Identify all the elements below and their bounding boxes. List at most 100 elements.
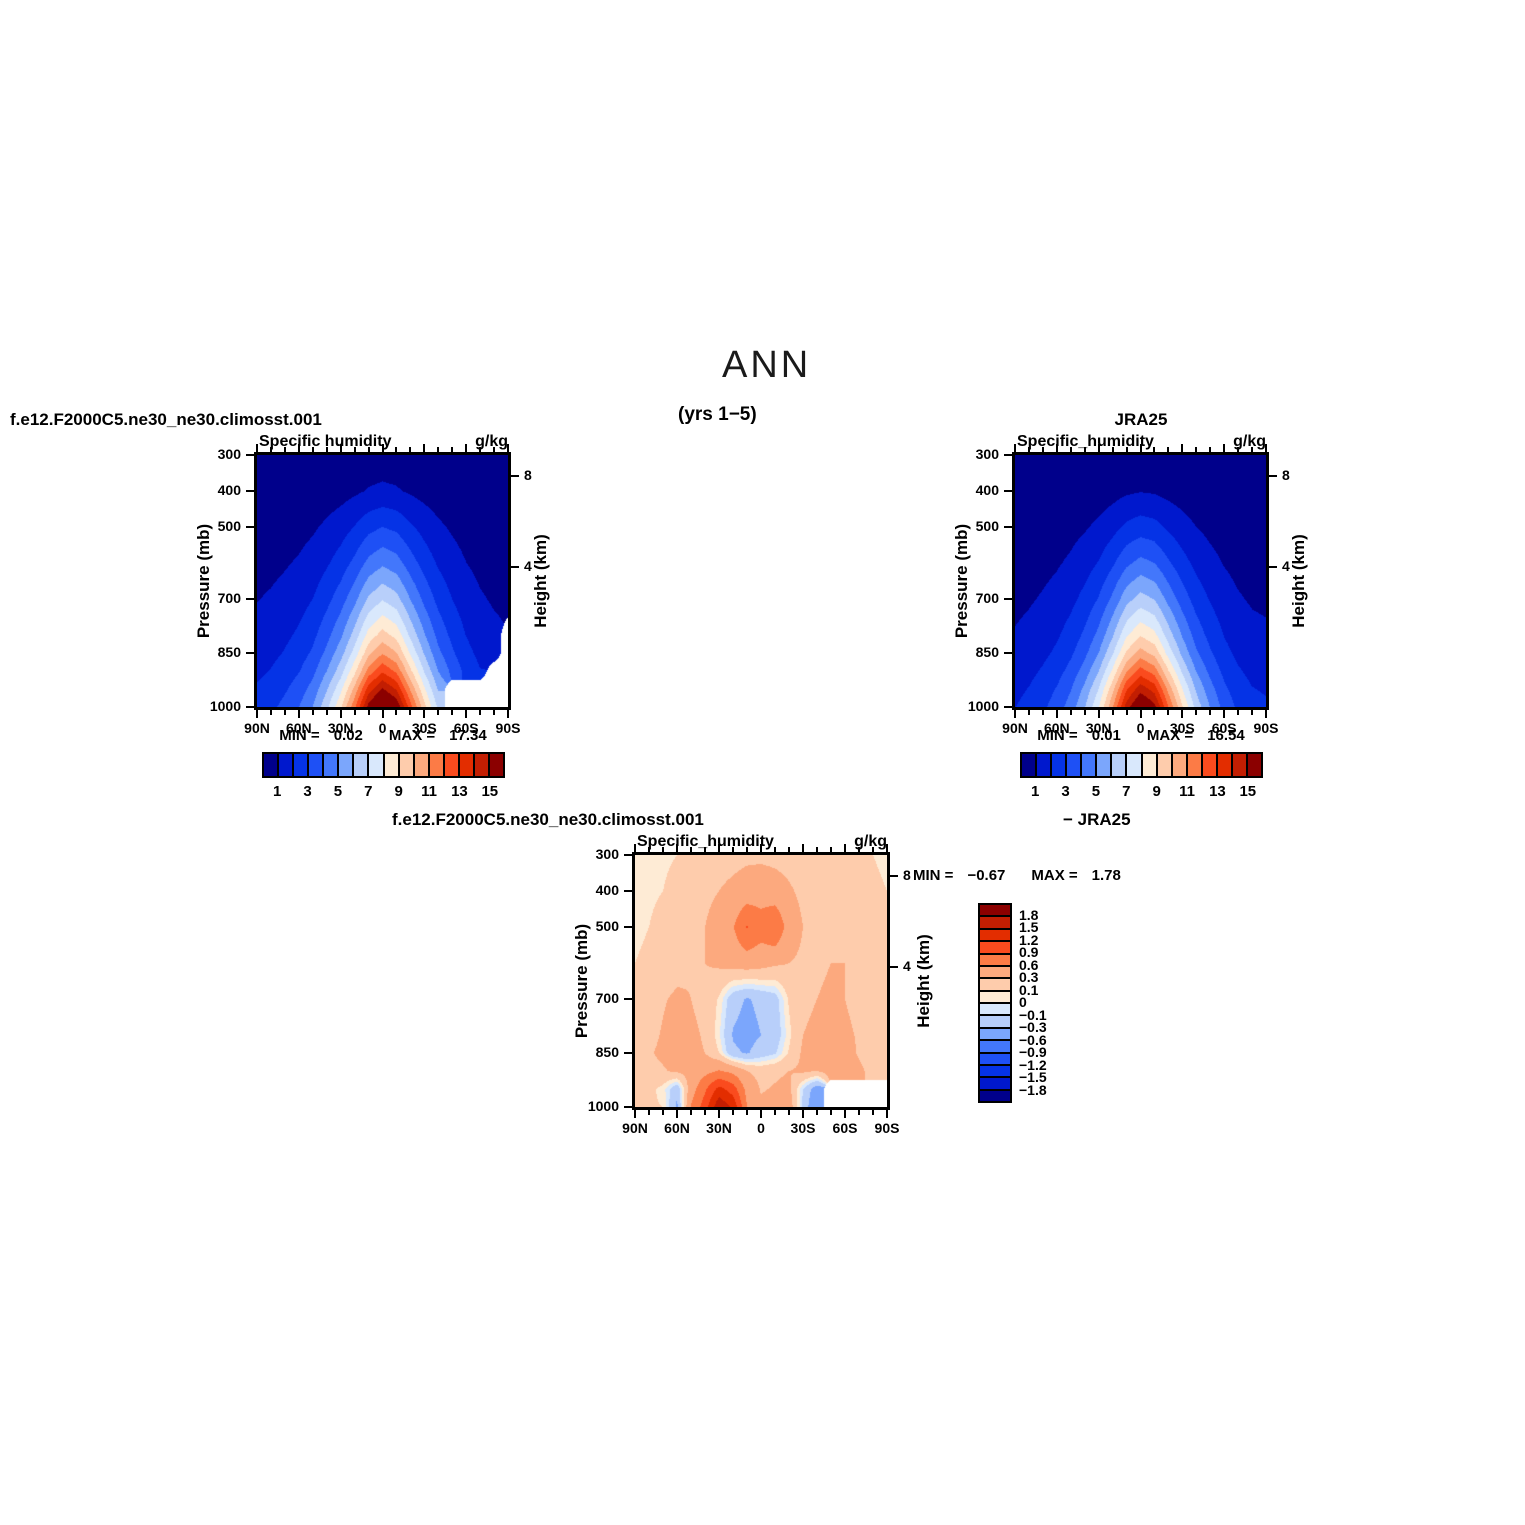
x-minor-tick-bottom bbox=[283, 710, 286, 715]
x-major-tick-top bbox=[507, 444, 509, 452]
x-minor-tick-bottom bbox=[325, 710, 328, 715]
x-major-tick-bottom bbox=[676, 1110, 678, 1118]
x-tick-label: 60S bbox=[453, 720, 479, 736]
y-tick-label: 400 bbox=[217, 482, 241, 498]
x-minor-tick-bottom bbox=[830, 1110, 832, 1115]
x-major-tick-bottom bbox=[1223, 710, 1226, 718]
colorbar-cell bbox=[1157, 754, 1171, 776]
colorbar-cell bbox=[1037, 754, 1051, 776]
y-tick-label: 300 bbox=[595, 846, 619, 862]
x-major-tick-bottom bbox=[297, 710, 300, 718]
colorbar-cell bbox=[1172, 754, 1186, 776]
colorbar-cell bbox=[980, 991, 1010, 1002]
x-major-tick-top bbox=[886, 844, 888, 852]
y-tick bbox=[1004, 652, 1012, 654]
x-minor-tick-bottom bbox=[872, 1110, 874, 1115]
page-subtitle: (yrs 1−5) bbox=[678, 404, 757, 425]
x-tick-label: 90N bbox=[1002, 720, 1028, 736]
x-minor-tick-top bbox=[451, 447, 454, 452]
colorbar-cell bbox=[980, 966, 1010, 978]
field-title: Specific_humidity bbox=[637, 833, 774, 850]
x-major-tick-top bbox=[297, 444, 300, 452]
x-major-tick-bottom bbox=[339, 710, 342, 718]
y-tick bbox=[1004, 454, 1012, 456]
colorbar-label: 15 bbox=[481, 783, 499, 800]
x-minor-tick-top bbox=[1237, 447, 1240, 452]
colorbar-cell bbox=[309, 754, 323, 776]
colorbar-label: 7 bbox=[364, 783, 373, 800]
x-minor-tick-top bbox=[269, 447, 272, 452]
x-minor-tick-top bbox=[437, 447, 440, 452]
x-minor-tick-top bbox=[1167, 447, 1170, 452]
x-tick-label: 0 bbox=[378, 720, 387, 736]
stats-max-value: 1.78 bbox=[1091, 867, 1121, 884]
y-tick bbox=[624, 854, 632, 856]
x-tick-label: 60N bbox=[664, 1120, 690, 1136]
x-minor-tick-bottom bbox=[746, 1110, 748, 1115]
height-tick bbox=[511, 565, 519, 568]
x-major-tick-bottom bbox=[718, 1110, 720, 1118]
field-title: Specific_humidity bbox=[1017, 433, 1154, 450]
x-minor-tick-top bbox=[1153, 447, 1156, 452]
y-tick-label: 500 bbox=[217, 518, 241, 534]
stats-min-label: MIN = bbox=[1037, 727, 1078, 744]
case-label: f.e12.F2000C5.ne30_ne30.climosst.001 bbox=[392, 810, 704, 829]
colorbar-cell bbox=[1217, 754, 1231, 776]
colorbar-cell bbox=[1082, 754, 1096, 776]
x-minor-tick-bottom bbox=[311, 710, 314, 715]
colorbar-cell bbox=[474, 754, 488, 776]
contour-plot-canvas-diff bbox=[635, 855, 887, 1107]
colorbar-cell bbox=[980, 905, 1010, 916]
y-tick-label: 1000 bbox=[587, 1098, 619, 1114]
x-minor-tick-bottom bbox=[732, 1110, 734, 1115]
case-label: JRA25 bbox=[1114, 410, 1168, 429]
colorbar-label: 7 bbox=[1122, 783, 1131, 800]
x-minor-tick-bottom bbox=[437, 710, 440, 715]
x-minor-tick-top bbox=[1027, 447, 1030, 452]
stats-min-label: MIN = bbox=[279, 727, 320, 744]
x-minor-tick-top bbox=[1083, 447, 1086, 452]
colorbar-cell bbox=[384, 754, 398, 776]
x-minor-tick-top bbox=[746, 847, 748, 852]
x-minor-tick-top bbox=[662, 847, 664, 852]
x-minor-tick-top bbox=[1069, 447, 1072, 452]
x-major-tick-top bbox=[634, 844, 636, 852]
colorbar-cell bbox=[1052, 754, 1066, 776]
x-major-tick-bottom bbox=[1181, 710, 1184, 718]
colorbar-label: −0.1 bbox=[1019, 1006, 1047, 1023]
colorbar-cell bbox=[980, 917, 1010, 928]
x-major-tick-bottom bbox=[381, 710, 384, 718]
colorbar-cell bbox=[980, 954, 1010, 965]
x-minor-tick-bottom bbox=[409, 710, 412, 715]
x-major-tick-top bbox=[1181, 444, 1184, 452]
x-minor-tick-bottom bbox=[493, 710, 496, 715]
axis-title-height: Height (km) bbox=[531, 534, 550, 628]
colorbar-cell bbox=[279, 754, 293, 776]
x-minor-tick-top bbox=[479, 447, 482, 452]
y-tick bbox=[624, 998, 632, 1000]
x-minor-tick-top bbox=[1195, 447, 1198, 452]
x-minor-tick-top bbox=[409, 447, 412, 452]
x-minor-tick-top bbox=[1209, 447, 1212, 452]
height-tick bbox=[1269, 474, 1277, 477]
colorbar-label: 11 bbox=[421, 783, 437, 800]
colorbar-cell bbox=[980, 979, 1010, 990]
height-tick-label: 4 bbox=[903, 957, 911, 974]
colorbar-cell bbox=[1127, 754, 1141, 776]
x-minor-tick-bottom bbox=[1209, 710, 1212, 715]
x-major-tick-bottom bbox=[256, 710, 258, 718]
x-minor-tick-top bbox=[1125, 447, 1128, 452]
y-tick-label: 300 bbox=[975, 446, 999, 462]
x-minor-tick-bottom bbox=[1125, 710, 1128, 715]
x-minor-tick-top bbox=[311, 447, 314, 452]
case-label: f.e12.F2000C5.ne30_ne30.climosst.001 bbox=[10, 410, 322, 429]
y-tick bbox=[1004, 490, 1012, 492]
colorbar-label: −0.3 bbox=[1019, 1019, 1047, 1035]
x-tick-label: 0 bbox=[1136, 720, 1145, 736]
colorbar-label: 0 bbox=[1019, 994, 1027, 1010]
x-minor-tick-bottom bbox=[858, 1110, 860, 1115]
x-major-tick-bottom bbox=[1139, 710, 1142, 718]
x-minor-tick-top bbox=[858, 847, 860, 852]
y-tick bbox=[1004, 598, 1012, 600]
x-minor-tick-bottom bbox=[479, 710, 482, 715]
